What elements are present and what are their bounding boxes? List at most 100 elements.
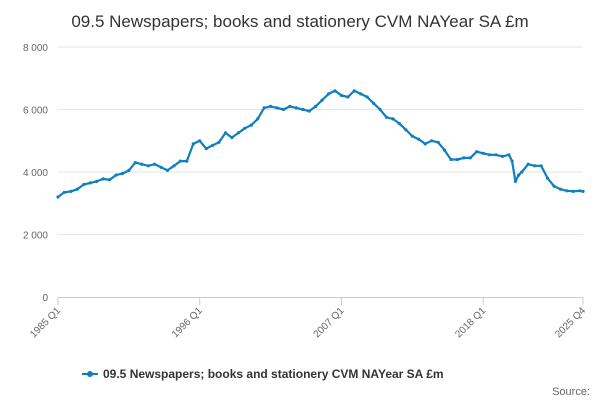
- x-axis: 1985 Q1 1996 Q1 2007 Q1 2018 Q1 2025 Q4: [28, 297, 588, 340]
- data-point: [378, 107, 382, 112]
- data-point: [500, 154, 505, 158]
- data-point: [133, 161, 137, 165]
- data-point: [107, 178, 112, 182]
- x-tick-label: 2018 Q1: [453, 305, 488, 340]
- data-point: [475, 150, 479, 154]
- data-point: [565, 189, 569, 193]
- data-point: [191, 142, 195, 146]
- data-point: [114, 173, 118, 177]
- data-point: [75, 187, 79, 191]
- y-tick-label: 8 000: [23, 43, 48, 54]
- data-point: [339, 93, 343, 97]
- data-point: [198, 139, 202, 143]
- x-tick-label: 1985 Q1: [28, 305, 63, 340]
- data-point: [442, 148, 447, 152]
- data-point: [546, 176, 550, 180]
- y-tick-label: 0: [42, 293, 48, 304]
- data-point: [510, 159, 514, 163]
- data-point: [423, 142, 427, 146]
- data-point: [520, 170, 524, 174]
- data-point: [552, 184, 556, 188]
- chart-title: 09.5 Newspapers; books and stationery CV…: [71, 12, 528, 31]
- data-point: [230, 136, 234, 140]
- data-point: [88, 181, 92, 185]
- data-point: [307, 109, 311, 113]
- x-tick-label: 1996 Q1: [170, 305, 205, 340]
- data-point: [327, 92, 331, 96]
- data-point: [294, 106, 298, 110]
- data-point: [301, 107, 305, 112]
- data-point: [204, 147, 208, 151]
- data-point: [178, 159, 182, 163]
- data-point: [243, 126, 247, 130]
- data-point: [165, 168, 170, 172]
- data-point: [320, 98, 324, 102]
- x-tick-label: 2025 Q4: [553, 305, 588, 340]
- data-point: [539, 164, 543, 168]
- data-point: [101, 177, 105, 181]
- data-point: [455, 157, 459, 162]
- x-tick-label: 2007 Q1: [312, 305, 347, 340]
- data-point: [211, 143, 215, 147]
- data-point: [262, 106, 266, 110]
- data-point: [281, 107, 286, 112]
- data-point: [391, 117, 395, 121]
- y-tick-label: 2 000: [23, 231, 48, 242]
- data-point: [481, 151, 485, 155]
- data-point: [140, 162, 144, 166]
- data-point: [62, 190, 66, 194]
- data-point: [185, 159, 189, 163]
- data-point: [288, 104, 292, 108]
- data-point: [462, 156, 466, 160]
- data-point: [430, 139, 434, 143]
- data-point: [558, 187, 563, 191]
- series-group: [56, 89, 585, 199]
- data-point: [571, 189, 575, 193]
- data-point: [82, 182, 86, 187]
- y-tick-label: 6 000: [23, 106, 48, 117]
- y-axis: 0 2 000 4 000 6 000 8 000: [23, 43, 48, 304]
- data-point: [120, 172, 124, 176]
- data-point: [507, 153, 511, 157]
- data-point: [384, 115, 389, 119]
- data-point: [410, 134, 414, 138]
- data-point: [359, 92, 363, 96]
- source-credit: Source:: [552, 386, 590, 398]
- data-point: [372, 101, 376, 105]
- data-point: [488, 153, 492, 157]
- data-point: [581, 189, 585, 193]
- data-point: [217, 140, 221, 144]
- data-point: [127, 168, 131, 172]
- grid-lines: [58, 46, 583, 235]
- data-point: [526, 162, 530, 166]
- data-point: [533, 164, 537, 168]
- data-point: [352, 89, 356, 93]
- data-point: [159, 165, 163, 169]
- data-point: [494, 153, 498, 157]
- data-point: [146, 164, 150, 168]
- data-point: [417, 137, 421, 141]
- data-point: [95, 179, 99, 183]
- data-point: [365, 95, 369, 99]
- legend[interactable]: 09.5 Newspapers; books and stationery CV…: [82, 367, 444, 381]
- data-point: [578, 189, 582, 193]
- data-point: [346, 95, 350, 99]
- data-point: [517, 173, 521, 177]
- data-point: [256, 117, 260, 121]
- y-tick-label: 4 000: [23, 168, 48, 179]
- data-point: [275, 106, 279, 110]
- data-point: [404, 128, 408, 132]
- data-point: [397, 122, 401, 126]
- data-point: [56, 195, 60, 199]
- data-point: [172, 164, 176, 168]
- data-point: [436, 140, 440, 144]
- data-point: [249, 123, 253, 127]
- data-point: [269, 104, 273, 108]
- data-point: [223, 131, 228, 135]
- legend-swatch-marker: [87, 371, 93, 377]
- data-point: [69, 189, 73, 193]
- legend-label: 09.5 Newspapers; books and stationery CV…: [103, 367, 444, 381]
- data-point: [468, 156, 472, 160]
- data-point: [513, 179, 518, 183]
